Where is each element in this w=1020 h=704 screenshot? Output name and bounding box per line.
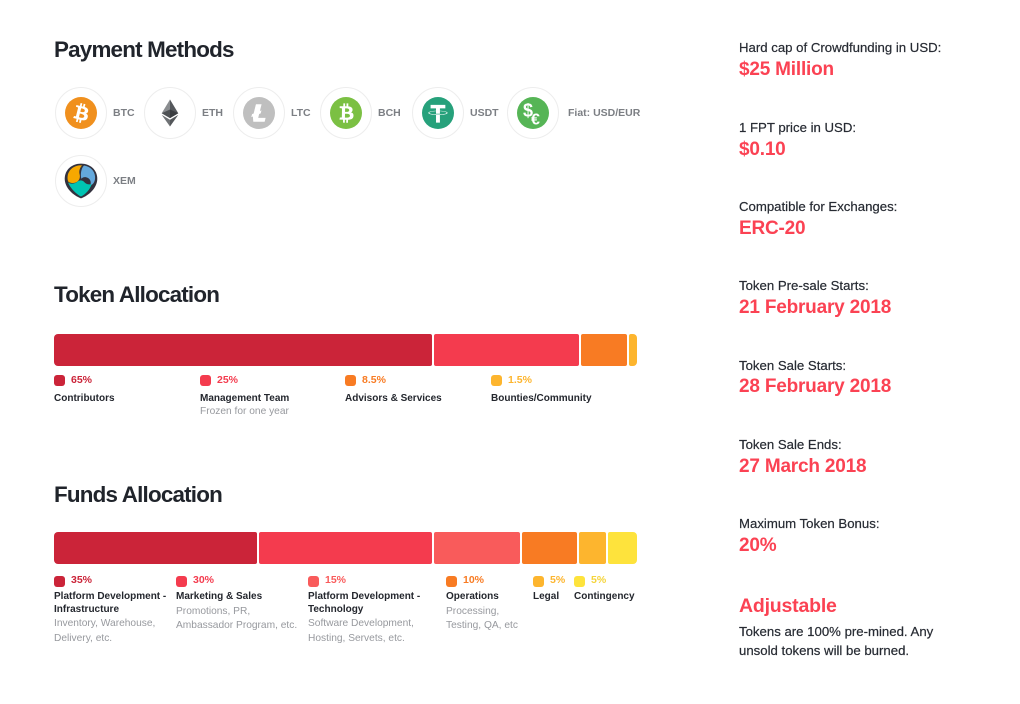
svg-text:€: € xyxy=(531,112,540,129)
svg-text:$: $ xyxy=(523,101,533,121)
